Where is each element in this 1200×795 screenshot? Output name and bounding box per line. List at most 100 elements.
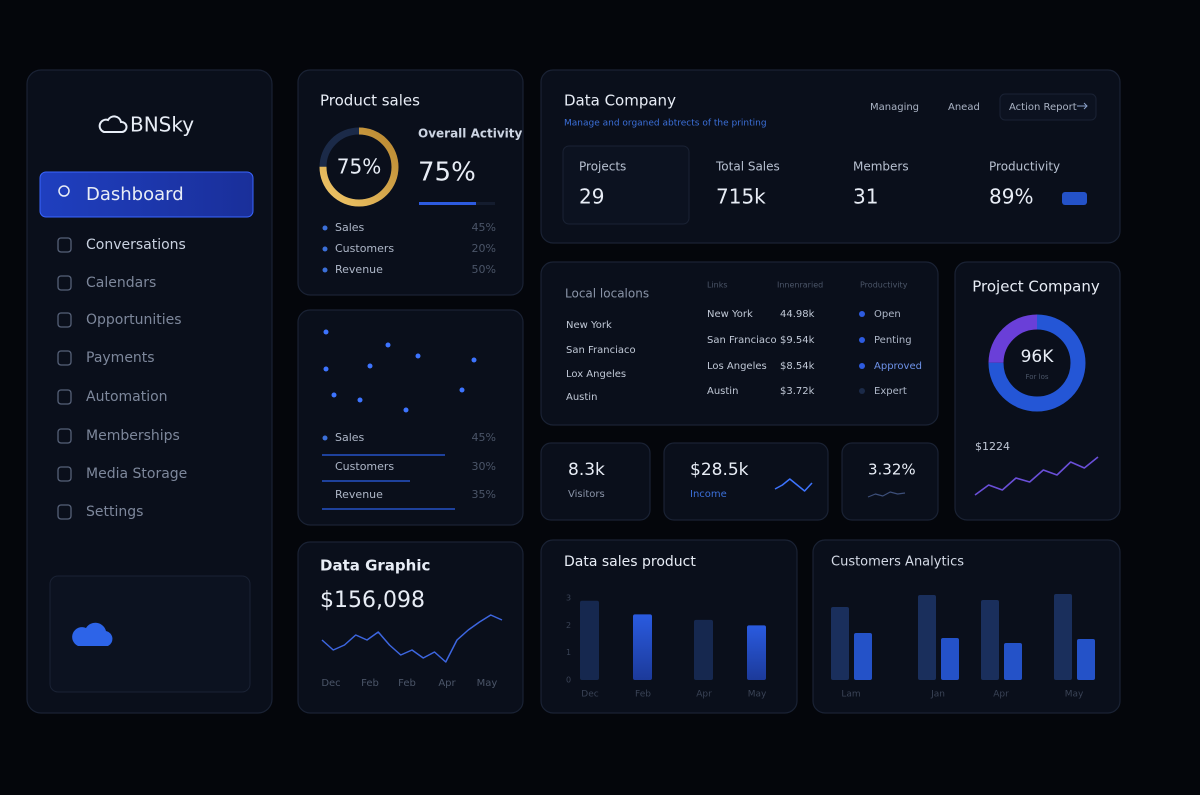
nav-item[interactable]: Payments [86, 350, 155, 366]
action-button[interactable] [999, 93, 1097, 121]
city: New York [566, 320, 612, 331]
legend-value: 50% [472, 263, 496, 276]
nav-icon [57, 389, 72, 405]
bar [854, 633, 872, 680]
bar [694, 619, 713, 680]
x-tick-label: Apr [696, 690, 712, 700]
donut-arc [319, 127, 399, 207]
active-nav[interactable] [39, 171, 254, 218]
tab[interactable]: Action Report [1009, 102, 1077, 113]
stat-value: 75% [418, 158, 476, 188]
nav-icon [58, 185, 70, 197]
panel-title: Project Company [972, 278, 1100, 296]
stat-label: Productivity [989, 160, 1060, 174]
legend-dot [322, 225, 328, 231]
scatter-point [367, 363, 373, 369]
nav-item[interactable]: Memberships [86, 428, 180, 444]
sparkline [774, 478, 813, 492]
customers-analytics-panel [812, 539, 1121, 714]
scatter-point [323, 366, 329, 372]
nav-icon [57, 275, 72, 291]
panel-title: Data sales product [564, 554, 696, 570]
city: San Franciaco [707, 335, 777, 346]
bar [1054, 594, 1072, 680]
nav-item[interactable]: Media Storage [86, 466, 187, 482]
x-tick-label: May [748, 690, 767, 700]
line-chart [321, 614, 503, 663]
visitors-card [540, 442, 651, 521]
bar [941, 638, 959, 680]
amount: $1224 [975, 440, 1010, 453]
nav-item[interactable]: Conversations [86, 237, 186, 253]
x-tick-label: Feb [361, 678, 379, 689]
stat-card [562, 145, 690, 225]
scatter-point [331, 392, 337, 398]
product-sales-panel [297, 69, 524, 296]
legend-value: 45% [472, 221, 496, 234]
nav-item[interactable]: Opportunities [86, 312, 182, 328]
project-company-panel [954, 261, 1121, 521]
legend-value: 20% [472, 242, 496, 255]
progress-bar [419, 202, 476, 205]
legend-name: Sales [335, 431, 365, 444]
legend-name: Sales [335, 221, 365, 234]
stat-value: $28.5k [690, 460, 749, 480]
stat-value: $156,098 [320, 588, 425, 613]
x-tick-label: Jan [930, 690, 945, 700]
city: Lox Angeles [566, 369, 626, 380]
income-card [663, 442, 829, 521]
x-tick-label: May [1065, 690, 1084, 700]
panel-title: Customers Analytics [831, 555, 964, 570]
stat-value: 29 [579, 185, 604, 209]
arrow-icon [1077, 102, 1088, 110]
bar [1077, 639, 1095, 680]
bar [747, 625, 766, 680]
stat-label: Visitors [568, 489, 605, 500]
x-tick-label: Apr [993, 690, 1009, 700]
nav-item[interactable]: Dashboard [86, 184, 184, 205]
bar [633, 614, 652, 680]
nav-item[interactable]: Calendars [86, 275, 156, 291]
panel-title: Local localons [565, 287, 649, 301]
bar [580, 600, 599, 680]
tab[interactable]: Managing [870, 102, 919, 113]
x-tick-label: Dec [321, 678, 340, 689]
column-header: Innenraried [777, 281, 823, 290]
legend-name: Customers [335, 460, 394, 473]
stat-label: Members [853, 160, 909, 174]
scatter-point [323, 329, 329, 335]
legend-value: 30% [472, 460, 496, 473]
status-dot [859, 363, 865, 369]
nav-icon [57, 350, 72, 366]
nav-item[interactable]: Automation [86, 389, 168, 405]
donut-label: 75% [337, 155, 381, 179]
tab[interactable]: Anead [948, 102, 980, 113]
legend-name: Customers [335, 242, 394, 255]
stat-value: 31 [853, 185, 878, 209]
subtitle: Manage and organed abtrects of the print… [564, 119, 767, 129]
y-tick-label: 3 [566, 594, 571, 603]
x-tick-label: Lam [841, 690, 860, 700]
label: Overall Activity [418, 127, 523, 141]
nav-item[interactable]: Settings [86, 504, 143, 520]
stat-label: Projects [579, 160, 626, 174]
donut-label: 96K [1021, 347, 1055, 367]
storage-card[interactable] [49, 575, 251, 693]
bar [981, 600, 999, 680]
stat-label: Income [690, 489, 727, 500]
rate-card [841, 442, 939, 521]
nav-icon [57, 504, 72, 520]
legend-name: Revenue [335, 488, 383, 501]
amount: $3.72k [780, 386, 815, 397]
stat-value: 89% [989, 185, 1033, 209]
status-dot [859, 337, 865, 343]
amount: 44.98k [780, 309, 815, 320]
nav-icon [57, 428, 72, 444]
city: San Franciaco [566, 345, 636, 356]
nav-icon [57, 312, 72, 328]
nav-icon [57, 466, 72, 482]
stat-value: 715k [716, 185, 766, 209]
x-tick-label: Feb [398, 678, 416, 689]
y-tick-label: 1 [566, 648, 571, 657]
x-tick-label: Feb [635, 690, 651, 700]
